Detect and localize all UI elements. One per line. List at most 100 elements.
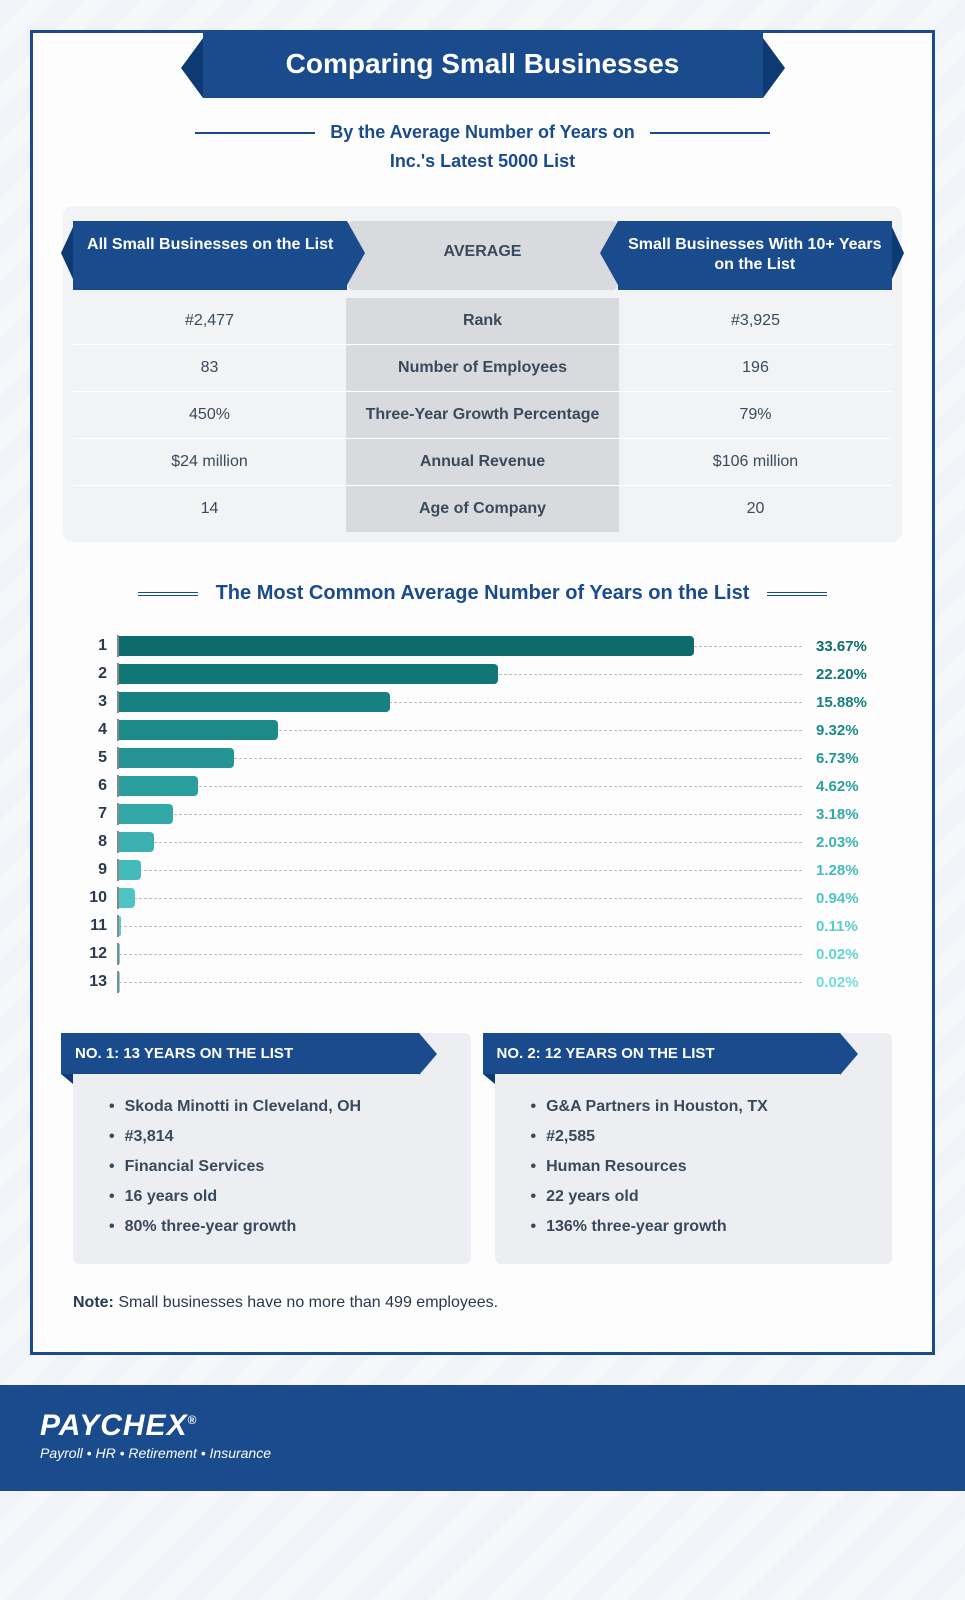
cell-metric: Three-Year Growth Percentage bbox=[346, 392, 619, 438]
list-item: G&A Partners in Houston, TX bbox=[531, 1092, 871, 1122]
cell-right: 20 bbox=[619, 486, 892, 532]
bar-ylabel: 12 bbox=[83, 945, 117, 963]
left-column-header: All Small Businesses on the List bbox=[73, 221, 347, 291]
rule-left bbox=[195, 132, 315, 134]
cell-right: #3,925 bbox=[619, 298, 892, 344]
bar-ylabel: 2 bbox=[83, 665, 117, 683]
bar-track bbox=[117, 719, 802, 741]
note-label: Note: bbox=[73, 1294, 114, 1311]
bar-value: 6.73% bbox=[802, 750, 882, 767]
bar-value: 0.94% bbox=[802, 890, 882, 907]
bar-ylabel: 8 bbox=[83, 833, 117, 851]
bar-ylabel: 3 bbox=[83, 693, 117, 711]
bar-ylabel: 1 bbox=[83, 637, 117, 655]
subtitle: By the Average Number of Years on Inc.'s… bbox=[33, 118, 932, 176]
bar-fill bbox=[119, 804, 173, 824]
bar-ylabel: 9 bbox=[83, 861, 117, 879]
list-item: Human Resources bbox=[531, 1152, 871, 1182]
main-title-banner: Comparing Small Businesses bbox=[203, 30, 763, 98]
cell-right: $106 million bbox=[619, 439, 892, 485]
list-item: Skoda Minotti in Cleveland, OH bbox=[109, 1092, 449, 1122]
list-item: #3,814 bbox=[109, 1122, 449, 1152]
bar-row: 3 15.88% bbox=[83, 691, 882, 713]
bar-value: 0.02% bbox=[802, 974, 882, 991]
rule-right bbox=[650, 132, 770, 134]
main-title: Comparing Small Businesses bbox=[286, 48, 680, 79]
cards-row: NO. 1: 13 YEARS ON THE LIST Skoda Minott… bbox=[73, 1033, 892, 1264]
bar-track bbox=[117, 663, 802, 685]
card-flag: NO. 1: 13 YEARS ON THE LIST bbox=[61, 1033, 419, 1074]
bar-track bbox=[117, 943, 802, 965]
bar-value: 0.11% bbox=[802, 918, 882, 935]
card-flag: NO. 2: 12 YEARS ON THE LIST bbox=[483, 1033, 841, 1074]
chart-title-text: The Most Common Average Number of Years … bbox=[216, 582, 750, 604]
bar-row: 5 6.73% bbox=[83, 747, 882, 769]
subtitle-line2: Inc.'s Latest 5000 List bbox=[390, 151, 575, 171]
cell-left: $24 million bbox=[73, 439, 346, 485]
cell-left: #2,477 bbox=[73, 298, 346, 344]
list-item: 136% three-year growth bbox=[531, 1212, 871, 1242]
bar-track bbox=[117, 971, 802, 993]
cell-metric: Annual Revenue bbox=[346, 439, 619, 485]
bar-fill bbox=[119, 720, 278, 740]
bar-row: 2 22.20% bbox=[83, 663, 882, 685]
bar-track bbox=[117, 887, 802, 909]
bar-fill bbox=[119, 748, 234, 768]
bar-track bbox=[117, 691, 802, 713]
card-list: Skoda Minotti in Cleveland, OH#3,814Fina… bbox=[95, 1092, 449, 1242]
bar-row: 49.32% bbox=[83, 719, 882, 741]
bar-row: 12 0.02% bbox=[83, 943, 882, 965]
table-row: 83Number of Employees196 bbox=[73, 345, 892, 392]
bar-value: 4.62% bbox=[802, 778, 882, 795]
bar-track bbox=[117, 803, 802, 825]
note-text: Small businesses have no more than 499 e… bbox=[114, 1294, 498, 1311]
table-row: 14Age of Company20 bbox=[73, 486, 892, 532]
bar-row: 9 1.28% bbox=[83, 859, 882, 881]
bar-track bbox=[117, 775, 802, 797]
bar-value: 22.20% bbox=[802, 666, 882, 683]
mid-column-header: AVERAGE bbox=[347, 221, 617, 291]
list-item: 80% three-year growth bbox=[109, 1212, 449, 1242]
bar-row: 1 33.67% bbox=[83, 635, 882, 657]
card-no2: NO. 2: 12 YEARS ON THE LIST G&A Partners… bbox=[495, 1033, 893, 1264]
bar-track bbox=[117, 747, 802, 769]
bar-ylabel: 5 bbox=[83, 749, 117, 767]
bar-fill bbox=[119, 692, 390, 712]
cell-right: 196 bbox=[619, 345, 892, 391]
bar-fill bbox=[119, 664, 498, 684]
comparison-header: All Small Businesses on the List AVERAGE… bbox=[73, 221, 892, 291]
bar-ylabel: 7 bbox=[83, 805, 117, 823]
brand-tagline: Payroll • HR • Retirement • Insurance bbox=[40, 1445, 925, 1461]
cell-left: 83 bbox=[73, 345, 346, 391]
bar-ylabel: 11 bbox=[83, 917, 117, 935]
bar-track bbox=[117, 831, 802, 853]
registered-icon: ® bbox=[188, 1413, 198, 1427]
list-item: 22 years old bbox=[531, 1182, 871, 1212]
bar-row: 64.62% bbox=[83, 775, 882, 797]
bar-value: 2.03% bbox=[802, 834, 882, 851]
right-column-header: Small Businesses With 10+ Years on the L… bbox=[618, 221, 892, 291]
bar-track bbox=[117, 915, 802, 937]
list-item: #2,585 bbox=[531, 1122, 871, 1152]
infographic-frame: Comparing Small Businesses By the Averag… bbox=[30, 30, 935, 1355]
list-item: Financial Services bbox=[109, 1152, 449, 1182]
bar-row: 130.02% bbox=[83, 971, 882, 993]
bar-row: 8 2.03% bbox=[83, 831, 882, 853]
bar-fill bbox=[119, 860, 141, 880]
bar-row: 73.18% bbox=[83, 803, 882, 825]
brand-logo: PAYCHEX® bbox=[40, 1409, 925, 1443]
bar-value: 15.88% bbox=[802, 694, 882, 711]
rule-left bbox=[138, 592, 198, 596]
bar-value: 0.02% bbox=[802, 946, 882, 963]
table-row: 450%Three-Year Growth Percentage79% bbox=[73, 392, 892, 439]
cell-left: 450% bbox=[73, 392, 346, 438]
bar-value: 33.67% bbox=[802, 638, 882, 655]
bar-value: 1.28% bbox=[802, 862, 882, 879]
chart-title: The Most Common Average Number of Years … bbox=[33, 582, 932, 605]
bar-fill bbox=[119, 916, 121, 936]
bar-track bbox=[117, 635, 802, 657]
rule-right bbox=[767, 592, 827, 596]
card-no1: NO. 1: 13 YEARS ON THE LIST Skoda Minott… bbox=[73, 1033, 471, 1264]
brand-name: PAYCHEX bbox=[40, 1409, 188, 1442]
years-bar-chart: 1 33.67% 2 22.20% 3 15.88% 49.32% 5 6.73% 64.62% 7… bbox=[83, 635, 882, 993]
